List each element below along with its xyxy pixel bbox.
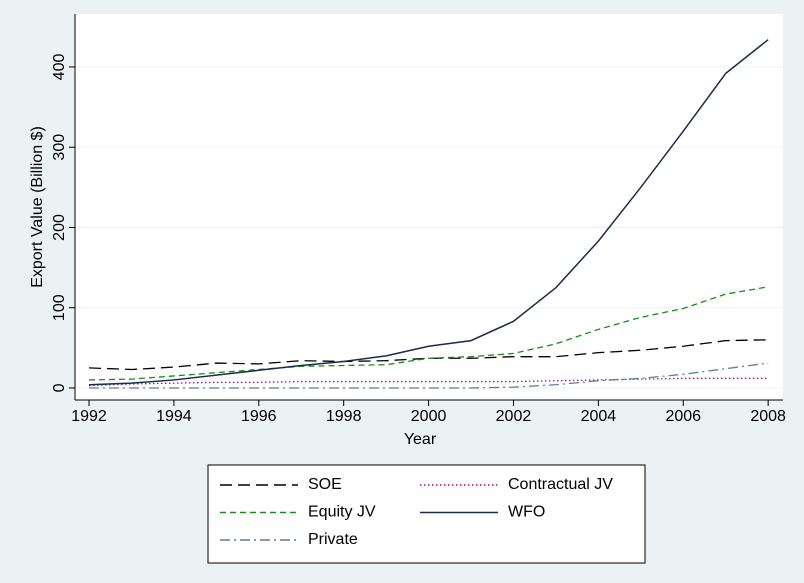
x-tick-label: 2002 (496, 408, 532, 425)
x-axis-title: Year (404, 431, 437, 448)
series-line (88, 377, 769, 387)
x-tick-label: 1994 (156, 408, 192, 425)
y-axis-title: Export Value (Billion $) (29, 126, 46, 288)
x-tick-label: 2006 (665, 408, 701, 425)
series-line (88, 39, 769, 386)
y-tick-label: 0 (51, 383, 68, 392)
legend-label: Contractual JV (508, 476, 613, 493)
series-line (88, 339, 769, 371)
x-tick-label: 1998 (326, 408, 362, 425)
x-tick-label: 2000 (411, 408, 447, 425)
y-tick-label: 300 (51, 134, 68, 161)
x-tick-label: 2008 (750, 408, 786, 425)
y-tick-label: 400 (51, 54, 68, 81)
x-tick-label: 2004 (581, 408, 617, 425)
plot-area (75, 14, 783, 400)
legend-label: WFO (508, 504, 545, 521)
legend-box (207, 464, 646, 564)
legend-label: SOE (308, 476, 342, 493)
x-tick-label: 1992 (71, 408, 107, 425)
y-tick-label: 200 (51, 214, 68, 241)
y-tick-label: 100 (51, 294, 68, 321)
legend-label: Equity JV (308, 504, 376, 521)
x-tick-label: 1996 (241, 408, 277, 425)
series-line (88, 286, 769, 381)
legend-label: Private (308, 531, 358, 548)
series-line (89, 362, 769, 389)
